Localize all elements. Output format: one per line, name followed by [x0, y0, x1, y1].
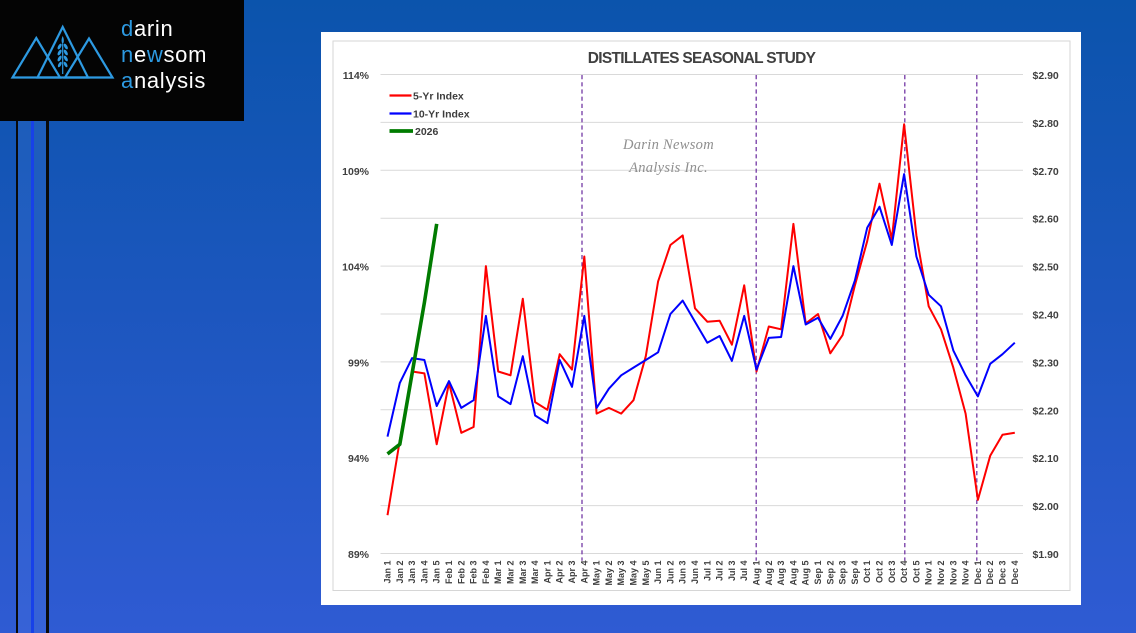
svg-text:Nov 4: Nov 4 [960, 561, 970, 586]
svg-text:DISTILLATES SEASONAL STUDY: DISTILLATES SEASONAL STUDY [587, 50, 816, 67]
svg-text:Sep 4: Sep 4 [849, 561, 859, 585]
svg-text:$2.70: $2.70 [1032, 166, 1058, 178]
svg-text:104%: 104% [342, 262, 370, 274]
svg-text:Nov 3: Nov 3 [948, 561, 958, 586]
svg-text:May 5: May 5 [640, 561, 650, 586]
svg-text:Oct 2: Oct 2 [874, 561, 884, 584]
svg-text:Oct 3: Oct 3 [886, 561, 896, 584]
svg-text:Apr 2: Apr 2 [554, 561, 564, 584]
svg-text:Sep 2: Sep 2 [825, 561, 835, 585]
svg-text:Feb 3: Feb 3 [468, 561, 478, 585]
svg-text:$2.30: $2.30 [1032, 357, 1058, 369]
svg-text:Jul 1: Jul 1 [702, 561, 712, 582]
svg-text:Jul 3: Jul 3 [726, 561, 736, 582]
svg-text:Oct 4: Oct 4 [899, 561, 909, 584]
svg-text:Jun 4: Jun 4 [690, 561, 700, 585]
svg-text:Jun 3: Jun 3 [677, 561, 687, 585]
svg-text:114%: 114% [342, 70, 369, 82]
svg-text:Oct 5: Oct 5 [911, 561, 921, 584]
svg-text:Jun 2: Jun 2 [665, 561, 675, 585]
svg-text:Sep 1: Sep 1 [813, 561, 823, 585]
svg-text:Nov 1: Nov 1 [923, 561, 933, 586]
svg-text:Jan 2: Jan 2 [394, 561, 404, 584]
svg-text:$1.90: $1.90 [1032, 549, 1058, 561]
svg-text:94%: 94% [347, 453, 369, 465]
svg-text:$2.40: $2.40 [1032, 310, 1058, 322]
svg-text:$2.00: $2.00 [1032, 501, 1058, 513]
svg-text:Feb 1: Feb 1 [444, 561, 454, 585]
svg-text:Feb 4: Feb 4 [480, 561, 490, 585]
svg-text:Jun 1: Jun 1 [653, 561, 663, 585]
svg-text:10-Yr Index: 10-Yr Index [413, 108, 470, 120]
svg-text:Feb 2: Feb 2 [456, 561, 466, 585]
svg-text:Aug 5: Aug 5 [800, 561, 810, 586]
svg-text:Jul 2: Jul 2 [714, 561, 724, 582]
svg-text:Jan 5: Jan 5 [431, 561, 441, 584]
svg-text:Apr 3: Apr 3 [567, 561, 577, 584]
svg-text:Sep 3: Sep 3 [837, 561, 847, 585]
svg-text:Aug 4: Aug 4 [788, 561, 798, 586]
svg-text:May 2: May 2 [603, 561, 613, 586]
svg-text:$2.60: $2.60 [1032, 214, 1058, 226]
svg-text:Mar 3: Mar 3 [517, 561, 527, 585]
svg-text:$2.10: $2.10 [1032, 453, 1058, 465]
svg-text:Mar 2: Mar 2 [505, 561, 515, 585]
svg-text:Apr 4: Apr 4 [579, 561, 589, 584]
svg-text:Jul 4: Jul 4 [739, 561, 749, 582]
svg-text:May 4: May 4 [628, 561, 638, 586]
svg-text:5-Yr Index: 5-Yr Index [413, 90, 464, 102]
svg-text:99%: 99% [347, 357, 369, 369]
svg-text:Darin Newsom: Darin Newsom [621, 137, 713, 153]
svg-text:Analysis Inc.: Analysis Inc. [628, 160, 708, 176]
svg-text:$2.90: $2.90 [1032, 70, 1058, 82]
svg-text:Aug 2: Aug 2 [763, 561, 773, 586]
svg-text:109%: 109% [342, 166, 370, 178]
svg-text:Apr 1: Apr 1 [542, 561, 552, 584]
svg-text:Nov 2: Nov 2 [936, 561, 946, 586]
svg-text:Dec 4: Dec 4 [1009, 561, 1019, 585]
svg-text:Aug 3: Aug 3 [776, 561, 786, 586]
svg-text:Dec 1: Dec 1 [972, 561, 982, 585]
svg-text:Jan 4: Jan 4 [419, 561, 429, 584]
svg-text:Aug 1: Aug 1 [751, 561, 761, 586]
svg-text:Dec 3: Dec 3 [997, 561, 1007, 585]
svg-text:Jan 3: Jan 3 [407, 561, 417, 584]
svg-text:Dec 2: Dec 2 [985, 561, 995, 585]
svg-text:Oct 1: Oct 1 [862, 561, 872, 584]
svg-text:$2.50: $2.50 [1032, 262, 1058, 274]
svg-text:Jan 1: Jan 1 [382, 561, 392, 584]
svg-text:Mar 4: Mar 4 [530, 561, 540, 585]
svg-text:$2.20: $2.20 [1032, 405, 1058, 417]
svg-text:Mar 1: Mar 1 [493, 561, 503, 585]
svg-text:2026: 2026 [415, 126, 439, 138]
svg-text:89%: 89% [347, 549, 369, 561]
svg-text:May 3: May 3 [616, 561, 626, 586]
svg-text:$2.80: $2.80 [1032, 118, 1058, 130]
svg-text:May 1: May 1 [591, 561, 601, 586]
